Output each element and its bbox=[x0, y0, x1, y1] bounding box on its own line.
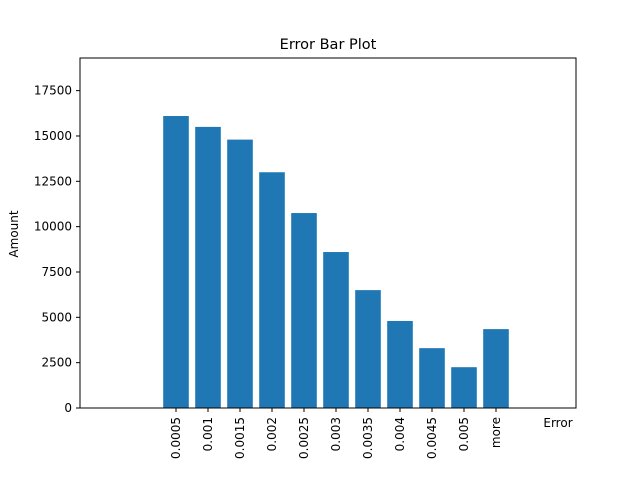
y-axis-label: Amount bbox=[7, 210, 21, 257]
x-tick-label: 0.004 bbox=[393, 417, 407, 451]
plot-area-frame bbox=[79, 57, 577, 409]
x-tick-label: 0.001 bbox=[201, 417, 215, 451]
y-tick-label: 0 bbox=[64, 401, 72, 415]
bar-0.0005 bbox=[163, 116, 189, 408]
y-tick-label: 17500 bbox=[34, 84, 72, 98]
y-axis-ticks: 0 2500 5000 7500 10000 12500 15000 17500 bbox=[34, 84, 80, 415]
bars-group bbox=[163, 116, 509, 409]
x-tick-label: 0.0015 bbox=[233, 417, 247, 459]
bar-0.0025 bbox=[291, 213, 317, 408]
y-tick-label: 5000 bbox=[41, 310, 72, 324]
bar-more bbox=[483, 329, 509, 408]
bar-0.0045 bbox=[419, 348, 445, 408]
y-tick-label: 15000 bbox=[34, 129, 72, 143]
x-axis-label: Error bbox=[543, 416, 572, 430]
chart-title: Error Bar Plot bbox=[280, 37, 377, 53]
bar-0.004 bbox=[387, 320, 413, 408]
bar-0.0035 bbox=[355, 290, 381, 408]
x-tick-label: more bbox=[489, 417, 503, 448]
bar-0.002 bbox=[259, 172, 285, 408]
x-axis-ticks: 0.0005 0.001 0.0015 0.002 0.0025 0.003 0.0035 0… bbox=[169, 408, 503, 459]
x-tick-label: 0.002 bbox=[265, 417, 279, 451]
y-tick-label: 2500 bbox=[41, 356, 72, 370]
bar-0.003 bbox=[323, 252, 349, 408]
y-tick-label: 10000 bbox=[34, 220, 72, 234]
y-tick-label: 7500 bbox=[41, 265, 72, 279]
bar-0.005 bbox=[451, 367, 477, 408]
bar-0.0015 bbox=[227, 139, 253, 409]
bar-0.001 bbox=[195, 126, 221, 408]
x-tick-label: 0.0005 bbox=[169, 417, 183, 459]
x-tick-label: 0.005 bbox=[457, 417, 471, 451]
x-tick-label: 0.0025 bbox=[297, 417, 311, 459]
x-tick-label: 0.0045 bbox=[425, 417, 439, 459]
y-tick-label: 12500 bbox=[34, 174, 72, 188]
x-tick-label: 0.0035 bbox=[361, 417, 375, 459]
x-tick-label: 0.003 bbox=[329, 417, 343, 451]
